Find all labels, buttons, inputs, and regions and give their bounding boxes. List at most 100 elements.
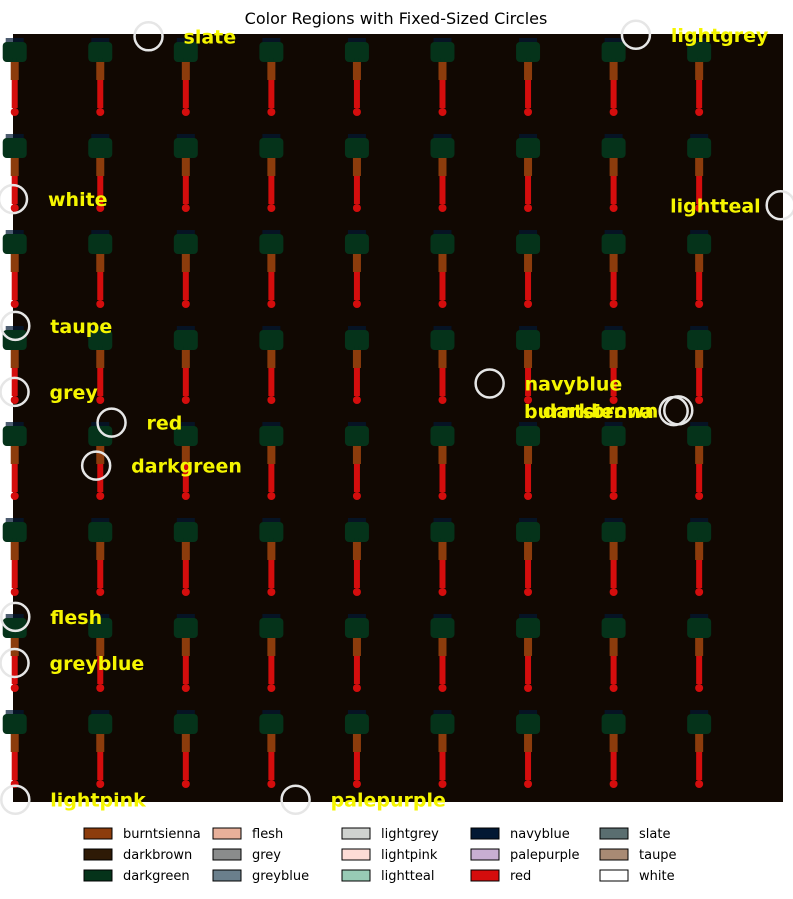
legend-item-palepurple: palepurple [470,848,580,863]
circle-marker-lightpink: lightpink [0,784,146,815]
figure-silhouette [687,518,712,596]
circle-label-lightgrey: lightgrey [671,25,769,47]
figure-silhouette [259,38,284,116]
circle-marker-flesh: flesh [0,601,102,633]
circle-marker-taupe: taupe [0,310,112,342]
figure-silhouette [259,230,284,308]
figure-silhouette [687,710,712,788]
legend-swatch [341,869,371,882]
legend-swatch [470,827,500,840]
legend-item-burntsienna: burntsienna [83,827,201,842]
legend-label: red [510,869,531,884]
circle-label-navyblue: navyblue [525,373,623,395]
figure-silhouette [259,710,284,788]
figure-silhouette [687,134,712,212]
legend-item-darkbrown: darkbrown [83,848,192,863]
circle-marker-navyblue: navyblue [474,368,623,399]
legend-label: darkbrown [123,848,192,863]
legend-item-slate: slate [599,827,670,842]
figure-silhouette [601,614,626,692]
figure-silhouette [516,38,541,116]
figure-silhouette [344,518,369,596]
legend-label: navyblue [510,827,570,842]
figure-silhouette [173,230,198,308]
figure-silhouette [2,134,27,212]
circle-label-lightteal: lightteal [670,195,761,217]
figure-silhouette [2,230,27,308]
figure-silhouette [259,422,284,500]
figure-silhouette [88,710,113,788]
figure-pattern [2,38,712,788]
circle-label-darkbrown: darkbrown [543,400,659,422]
legend-swatch [599,869,629,882]
circle-lightteal [765,190,793,221]
legend-label: white [639,869,675,884]
circle-navyblue [474,368,505,399]
legend-item-darkgreen: darkgreen [83,869,190,884]
figure-silhouette [344,230,369,308]
figure-silhouette [601,38,626,116]
figure-silhouette [601,230,626,308]
figure-silhouette [259,134,284,212]
figure-silhouette [687,614,712,692]
legend: burntsienna darkbrown darkgreen flesh grey gr… [83,827,677,884]
legend-swatch [341,827,371,840]
legend-item-grey: grey [212,848,281,863]
circle-label-white: white [48,189,108,211]
figure-silhouette [601,326,626,404]
figure-silhouette [173,422,198,500]
figure-silhouette [344,614,369,692]
circle-label-flesh: flesh [50,607,102,629]
legend-item-lightpink: lightpink [341,848,438,863]
figure-silhouette [259,614,284,692]
legend-item-white: white [599,869,675,884]
circle-label-greyblue: greyblue [50,653,145,675]
chart-title: Color Regions with Fixed-Sized Circles [245,9,548,28]
figure-silhouette [430,134,455,212]
legend-swatch [599,848,629,861]
legend-swatch [341,848,371,861]
circle-marker-grey: grey [0,376,98,408]
legend-label: slate [639,827,670,842]
figure-silhouette [88,326,113,404]
circle-marker-red: red [96,407,182,438]
circle-greyblue [0,647,30,679]
circle-marker-greyblue: greyblue [0,647,145,679]
figure-silhouette [430,422,455,500]
figure-silhouette [601,422,626,500]
figure-silhouette [430,230,455,308]
figure-silhouette [2,710,27,788]
figure-silhouette [430,38,455,116]
legend-label: greyblue [252,869,309,884]
legend-swatch [212,869,242,882]
circle-red [96,407,127,438]
figure-silhouette [173,614,198,692]
legend-label: taupe [639,848,677,863]
figure-silhouette [344,326,369,404]
legend-swatch [470,848,500,861]
legend-swatch [470,869,500,882]
plot-background [13,34,783,802]
legend-label: lightgrey [381,827,439,842]
plot-area [2,34,783,802]
circle-darkbrown [663,395,694,426]
figure-silhouette [344,38,369,116]
legend-item-lightgrey: lightgrey [341,827,439,842]
figure-silhouette [2,422,27,500]
legend-item-lightteal: lightteal [341,869,435,884]
figure-silhouette [2,38,27,116]
circle-lightgrey [620,19,652,51]
circle-label-slate: slate [184,26,237,48]
figure-silhouette [516,518,541,596]
figure-silhouette [2,614,27,692]
legend-swatch [83,827,113,840]
figure-silhouette [516,710,541,788]
circle-slate [133,21,164,52]
figure-silhouette [173,38,198,116]
figure-silhouette [88,518,113,596]
figure-silhouette [516,422,541,500]
circle-darkgreen [80,450,112,481]
legend-label: darkgreen [123,869,190,884]
legend-item-greyblue: greyblue [212,869,309,884]
figure-silhouette [601,518,626,596]
